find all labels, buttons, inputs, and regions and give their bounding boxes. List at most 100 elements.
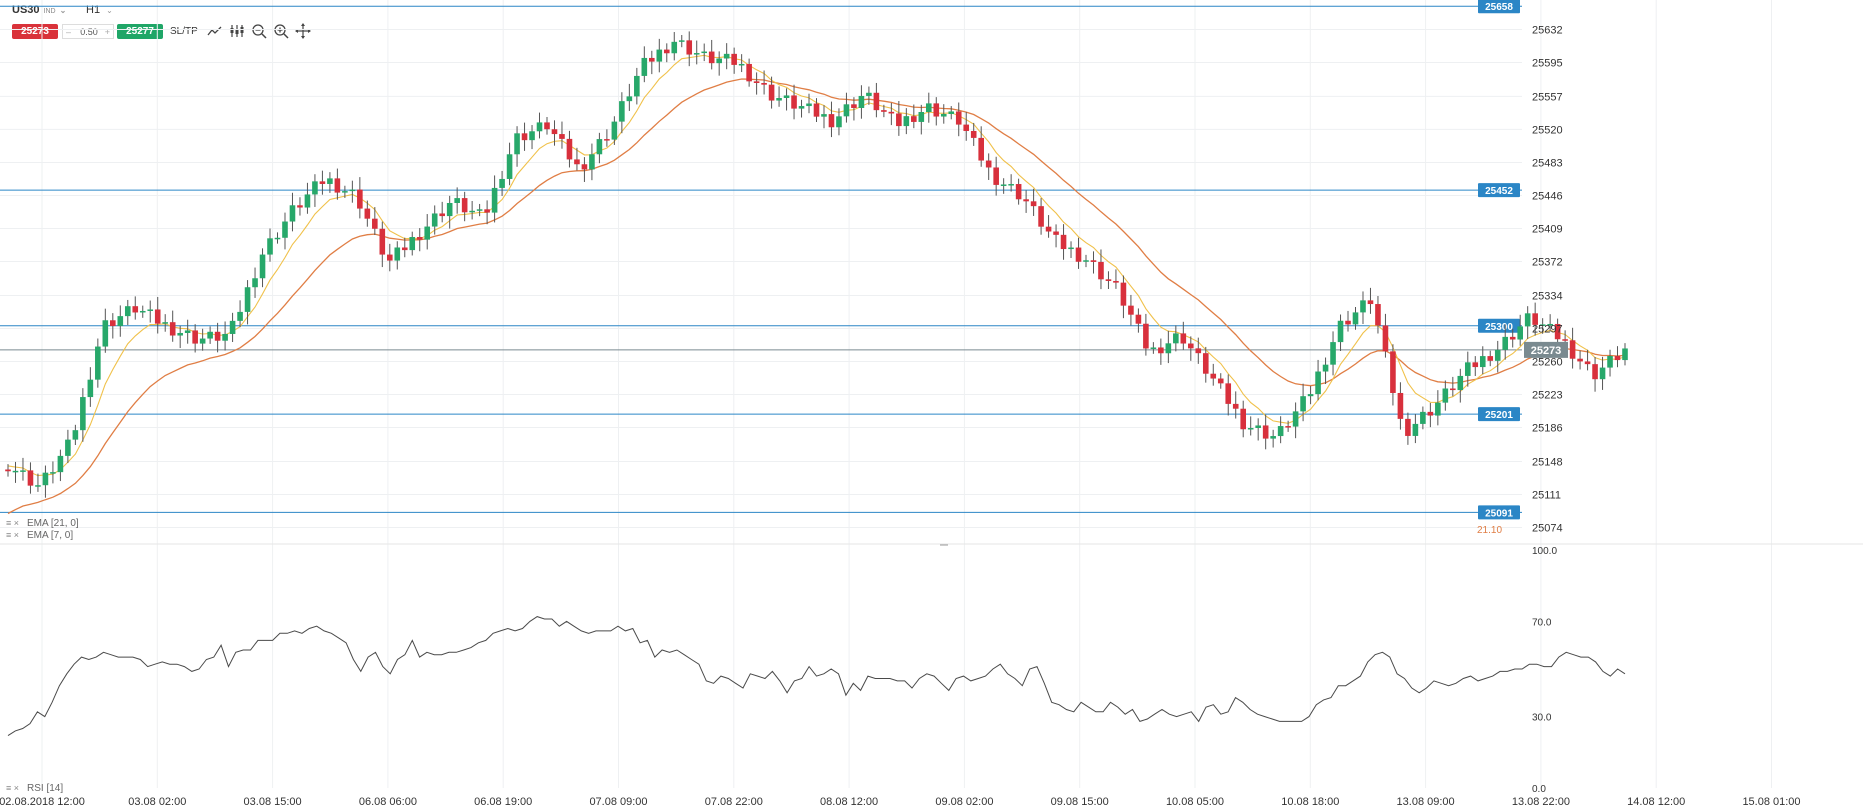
crosshair-icon[interactable] [294, 22, 312, 40]
candle-body [663, 49, 670, 54]
rsi-label-menu-icon: ≡ × [6, 783, 19, 793]
increase-button[interactable]: + [104, 27, 110, 37]
horizontal-line-label: 25201 [1485, 410, 1513, 421]
sell-button[interactable]: 25273 [12, 24, 58, 39]
candle-body [1330, 342, 1336, 365]
candle-body [1532, 313, 1538, 325]
candle-body [491, 187, 498, 213]
time-tick-label: 07.08 22:00 [705, 796, 763, 808]
candle-body [476, 209, 483, 211]
candle-body [1539, 324, 1546, 326]
time-tick-label: 15.08 01:00 [1742, 796, 1800, 808]
candle-body [124, 306, 131, 317]
candle-body [312, 181, 318, 195]
candle-body [162, 322, 169, 324]
indicator-labels: ≡ × EMA [21, 0] ≡ × EMA [7, 0] ≡ × RSI [14] 21… [6, 518, 1502, 794]
candle-body [1517, 326, 1523, 340]
rsi-tick-label: 100.0 [1532, 546, 1557, 557]
rsi-label: RSI [14] [27, 783, 63, 794]
candle-body [1113, 280, 1119, 283]
candle-body [1195, 348, 1202, 354]
price-tick-label: 25520 [1532, 124, 1563, 136]
candle-body [791, 95, 797, 109]
candle-body [1472, 362, 1479, 368]
candle-body [416, 237, 423, 240]
price-tick-label: 25557 [1532, 91, 1563, 103]
candle-body [1412, 423, 1419, 436]
candle-body [836, 116, 842, 128]
candle-body [798, 106, 805, 109]
candle-body [42, 472, 49, 486]
horizontal-line-tag [1478, 0, 1520, 14]
candle-body [701, 51, 708, 54]
time-tick-label: 02.08.2018 12:00 [0, 796, 85, 808]
horizontal-lines: 25658 25452 25300 25201 25091 [0, 0, 1522, 520]
candle-body [87, 379, 94, 398]
candle-body [342, 191, 348, 193]
candle-body [192, 330, 198, 344]
candle-body [1614, 355, 1621, 361]
timeframe-selector[interactable]: H1 ⌄ [86, 4, 113, 16]
candle-body [1554, 323, 1561, 340]
current-price-label: 25273 [1531, 345, 1562, 357]
chart-grid [0, 0, 1863, 788]
candle-body [1337, 320, 1344, 343]
line-chart-icon[interactable] [206, 22, 224, 40]
candle-body [1143, 323, 1149, 349]
candle-body [948, 111, 955, 114]
candle-body [229, 320, 236, 334]
zoom-out-icon[interactable] [250, 22, 268, 40]
candle-body [1038, 206, 1044, 227]
quantity-stepper[interactable]: – 0.50 + [62, 24, 114, 39]
sltp-button[interactable]: SL/TP [170, 26, 198, 37]
candle-body [1382, 325, 1389, 352]
candle-body [776, 97, 782, 101]
candle-body [1240, 408, 1247, 430]
candle-body [409, 237, 416, 251]
candle-body [716, 58, 722, 64]
candle-body [461, 198, 468, 213]
decrease-button[interactable]: – [66, 27, 72, 37]
candle-body [80, 397, 86, 431]
candle-body [581, 164, 588, 170]
candle-body [469, 210, 475, 213]
candle-body [1068, 247, 1074, 250]
candle-body [5, 469, 11, 472]
candle-body [1479, 356, 1486, 368]
candle-body [1435, 402, 1441, 416]
candle-body [551, 129, 558, 135]
candle-body [1247, 427, 1254, 430]
candle-body [1420, 411, 1426, 424]
symbol-tag: IND [43, 8, 56, 15]
quantity-value[interactable]: 0.50 [80, 27, 98, 37]
candle-body [1135, 314, 1142, 324]
candle-body [334, 178, 341, 193]
symbol-name: US30 [12, 4, 40, 16]
candle-body [1547, 323, 1553, 326]
candle-body [349, 189, 356, 192]
candle-body [147, 309, 154, 311]
symbol-selector[interactable]: US30 IND ⌄ [12, 4, 66, 16]
buy-button[interactable]: 25277 [117, 24, 163, 39]
rsi-tick-label: 70.0 [1532, 617, 1552, 628]
candle-body [693, 53, 700, 55]
zoom-in-icon[interactable] [272, 22, 290, 40]
candle-body [978, 137, 984, 161]
candle-body [1450, 388, 1456, 391]
candle-body [439, 213, 445, 217]
candle-body [1045, 226, 1052, 232]
time-axis: 02.08.2018 12:00 03.08 02:00 03.08 15:00 06… [0, 796, 1801, 808]
candle-body [282, 221, 288, 238]
candle-body [1023, 199, 1029, 202]
indicators-icon[interactable] [228, 22, 246, 40]
candle-body [1060, 234, 1067, 250]
candle-body [401, 247, 408, 251]
rsi-tick-label: 0.0 [1532, 784, 1546, 795]
price-axis: 25632 25595 25557 25520 25483 25446 25409 25372… [1524, 24, 1568, 795]
candle-body [1427, 411, 1434, 416]
price-tick-label: 25074 [1532, 523, 1563, 535]
price-tick-label: 25111 [1532, 489, 1561, 501]
candle-body [117, 316, 124, 327]
price-tick-label: 25297 [1532, 323, 1563, 335]
